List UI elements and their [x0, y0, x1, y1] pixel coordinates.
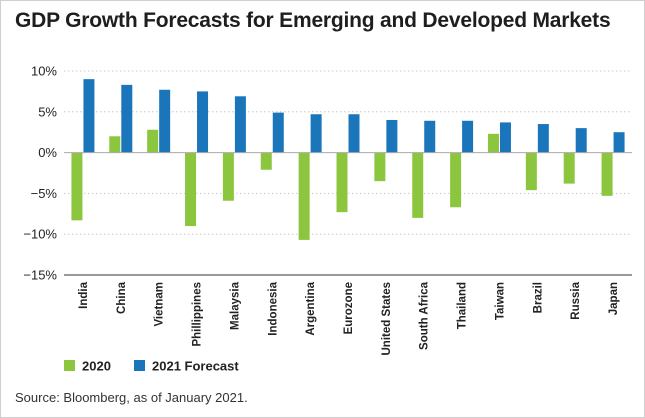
bar-2021-thailand [462, 120, 474, 153]
bar-2021-malaysia [234, 96, 246, 153]
category-label: Vietnam [154, 282, 166, 327]
category-label: Eurozone [343, 282, 355, 334]
category-label: Argentina [305, 281, 317, 335]
bar-2021-united-states [386, 119, 398, 153]
bar-2020-russia [563, 152, 575, 184]
category-label: Russia [570, 281, 582, 319]
bar-2021-brazil [537, 124, 549, 153]
y-tick-label: −15% [23, 268, 57, 283]
bar-2020-malaysia [222, 152, 234, 201]
bar-2020-argentina [298, 152, 310, 240]
y-tick-label: 0% [38, 145, 57, 160]
legend-label-2021: 2021 Forecast [152, 359, 239, 374]
category-label: Phillippines [192, 282, 204, 347]
bar-2020-brazil [525, 152, 537, 191]
bar-2020-phillippines [185, 152, 197, 227]
bar-2021-russia [575, 128, 587, 153]
y-tick-label: −5% [31, 186, 58, 201]
y-tick-label: −10% [23, 227, 57, 242]
bar-2020-taiwan [487, 133, 499, 153]
bar-2020-india [71, 152, 83, 221]
bar-2021-eurozone [348, 114, 360, 153]
legend-label-2020: 2020 [82, 359, 111, 374]
bar-2021-china [121, 84, 133, 153]
category-label: Malaysia [229, 281, 241, 330]
category-label: China [116, 281, 128, 314]
category-label: South Africa [419, 281, 431, 350]
legend-swatch-2020 [64, 360, 75, 371]
bar-2020-thailand [450, 152, 462, 208]
chart-title: GDP Growth Forecasts for Emerging and De… [15, 9, 611, 32]
bar-2021-japan [613, 132, 625, 153]
category-label: Taiwan [494, 282, 506, 320]
category-label: Indonesia [267, 281, 279, 335]
category-label: Thailand [457, 282, 469, 329]
bar-2020-china [109, 136, 121, 153]
category-label: India [78, 281, 90, 308]
bar-2020-united-states [374, 152, 386, 182]
bar-2021-phillippines [197, 91, 209, 153]
bar-2021-argentina [310, 114, 322, 153]
y-tick-label: 10% [31, 64, 57, 79]
bar-2021-india [83, 79, 95, 153]
legend-swatch-2021 [134, 360, 145, 371]
bar-2021-south-africa [424, 120, 436, 153]
category-label: United States [381, 282, 393, 356]
bar-2020-vietnam [147, 129, 159, 153]
bar-2020-indonesia [260, 152, 272, 170]
bar-2021-vietnam [159, 89, 171, 153]
source-note: Source: Bloomberg, as of January 2021. [15, 390, 248, 405]
y-tick-label: 5% [38, 104, 57, 119]
category-label: Brazil [532, 282, 544, 313]
bar-2020-japan [601, 152, 613, 196]
bar-2020-eurozone [336, 152, 348, 213]
bar-2021-taiwan [499, 122, 511, 153]
bar-2020-south-africa [412, 152, 424, 218]
category-label: Japan [608, 282, 620, 315]
bar-2021-indonesia [272, 112, 284, 153]
